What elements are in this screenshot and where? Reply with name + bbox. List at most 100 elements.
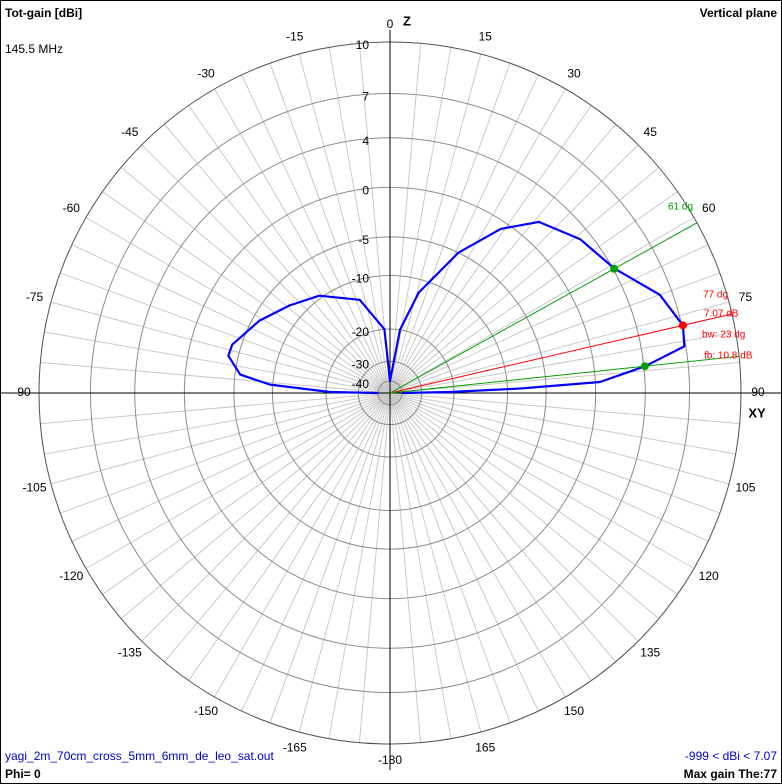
spoke-grid-line [389, 166, 660, 394]
spoke-grid-line [71, 244, 391, 394]
spoke-grid-line [389, 392, 730, 485]
spoke-grid-line [389, 392, 660, 620]
spoke-grid-line [389, 244, 709, 394]
spoke-grid-line [59, 392, 391, 514]
spoke-grid-line [389, 53, 482, 394]
spoke-grid-line [389, 392, 511, 724]
spoke-grid-line [102, 191, 391, 394]
theta-tick-label: 165 [475, 741, 495, 755]
spoke-grid-line [358, 392, 391, 743]
theta-tick-label: -150 [194, 704, 218, 718]
spoke-grid-line [389, 392, 566, 698]
spoke-grid-line [214, 88, 391, 394]
spoke-grid-line [389, 392, 740, 425]
theta-tick-label: -90 [13, 385, 31, 399]
spoke-grid-line [50, 301, 391, 394]
spoke-grid-line [163, 123, 391, 394]
spoke-grid-line [389, 392, 721, 514]
spoke-grid-line [85, 392, 391, 569]
spoke-grid-line [50, 392, 391, 485]
frequency: 145.5 MHz [5, 42, 63, 56]
r-tick-label: -5 [358, 233, 369, 247]
file-name: yagi_2m_70cm_cross_5mm_6mm_de_leo_sat.ou… [5, 749, 274, 763]
theta-tick-label: 90 [751, 385, 765, 399]
spoke-grid-line [188, 392, 391, 681]
spoke-grid-line [328, 47, 391, 394]
spoke-grid-line [40, 361, 391, 394]
marker-line [389, 222, 698, 394]
spoke-grid-line [163, 392, 391, 663]
theta-tick-label: -30 [197, 66, 215, 80]
theta-tick-label: 135 [640, 645, 660, 659]
r-tick-label: 7 [362, 90, 369, 104]
theta-tick-label: 105 [735, 480, 755, 494]
spoke-grid-line [120, 392, 391, 620]
pattern-line [227, 220, 686, 395]
marker-dot [640, 362, 649, 371]
theta-tick-label: -105 [23, 480, 47, 494]
spoke-grid-line [389, 272, 721, 394]
spoke-grid-line [298, 53, 391, 394]
r-tick-label: -20 [352, 325, 370, 339]
theta-tick-label: 0 [387, 17, 394, 31]
spoke-grid-line [40, 392, 391, 425]
spoke-grid-line [389, 191, 678, 394]
phi-label: Phi= 0 [5, 767, 41, 781]
spoke-grid-line [389, 392, 539, 712]
theta-tick-label: 15 [479, 30, 493, 44]
r-tick-label: -30 [352, 358, 370, 372]
gain-range: -999 < dBi < 7.07 [685, 749, 777, 763]
spoke-grid-line [389, 361, 740, 394]
marker-dot [678, 321, 687, 330]
spoke-grid-line [269, 62, 391, 394]
spoke-grid-line [85, 217, 391, 394]
theta-tick-label: -165 [283, 741, 307, 755]
spoke-grid-line [269, 392, 391, 724]
theta-tick-label: 75 [739, 290, 753, 304]
spoke-grid-line [241, 74, 391, 394]
annotation: bw: 23 dg [702, 330, 745, 341]
r-tick-label: 10 [356, 38, 370, 52]
spoke-grid-line [102, 392, 391, 595]
spoke-grid-line [328, 392, 391, 739]
theta-tick-label: 60 [702, 201, 716, 215]
spoke-grid-line [241, 392, 391, 712]
spoke-grid-line [389, 62, 511, 394]
spoke-grid-line [389, 392, 678, 595]
spoke-grid-line [389, 392, 736, 455]
spoke-grid-line [389, 217, 695, 394]
plot [227, 220, 740, 395]
theta-tick-label: 120 [699, 569, 719, 583]
annotation: 61 dg [668, 202, 693, 213]
theta-tick-label: -60 [63, 201, 81, 215]
spoke-grid-line [71, 392, 391, 542]
r-tick-label: 4 [362, 134, 369, 148]
spoke-grid-line [44, 331, 391, 394]
theta-tick-label: -75 [26, 290, 44, 304]
theta-tick-label: 150 [564, 704, 584, 718]
spoke-grid-line [389, 47, 452, 394]
spoke-grid-line [389, 105, 592, 394]
spoke-grid-line [389, 392, 709, 542]
spoke-grid-line [389, 392, 422, 743]
r-tick-label: 0 [362, 184, 369, 198]
theta-tick-label: -15 [286, 30, 304, 44]
annotation: 7.07 dB [704, 309, 739, 320]
spoke-grid-line [298, 392, 391, 733]
annotation: fb: 10.8 dB [704, 351, 753, 362]
spoke-grid-line [59, 272, 391, 394]
marker-line [389, 313, 733, 394]
spoke-grid-line [389, 392, 452, 739]
theta-tick-label: 30 [567, 66, 581, 80]
theta-tick-label: -135 [118, 645, 142, 659]
chart-title: Tot-gain [dBi] [5, 6, 82, 20]
theta-tick-label: -45 [121, 125, 139, 139]
spoke-grid-line [120, 166, 391, 394]
annotation: 77 dg [703, 290, 728, 301]
spoke-grid-line [141, 144, 391, 394]
spoke-grid-line [44, 392, 391, 455]
plane-label: Vertical plane [700, 6, 778, 20]
spoke-grid-line [389, 43, 422, 394]
spoke-grid-line [389, 392, 482, 733]
spoke-grid-line [389, 331, 736, 394]
